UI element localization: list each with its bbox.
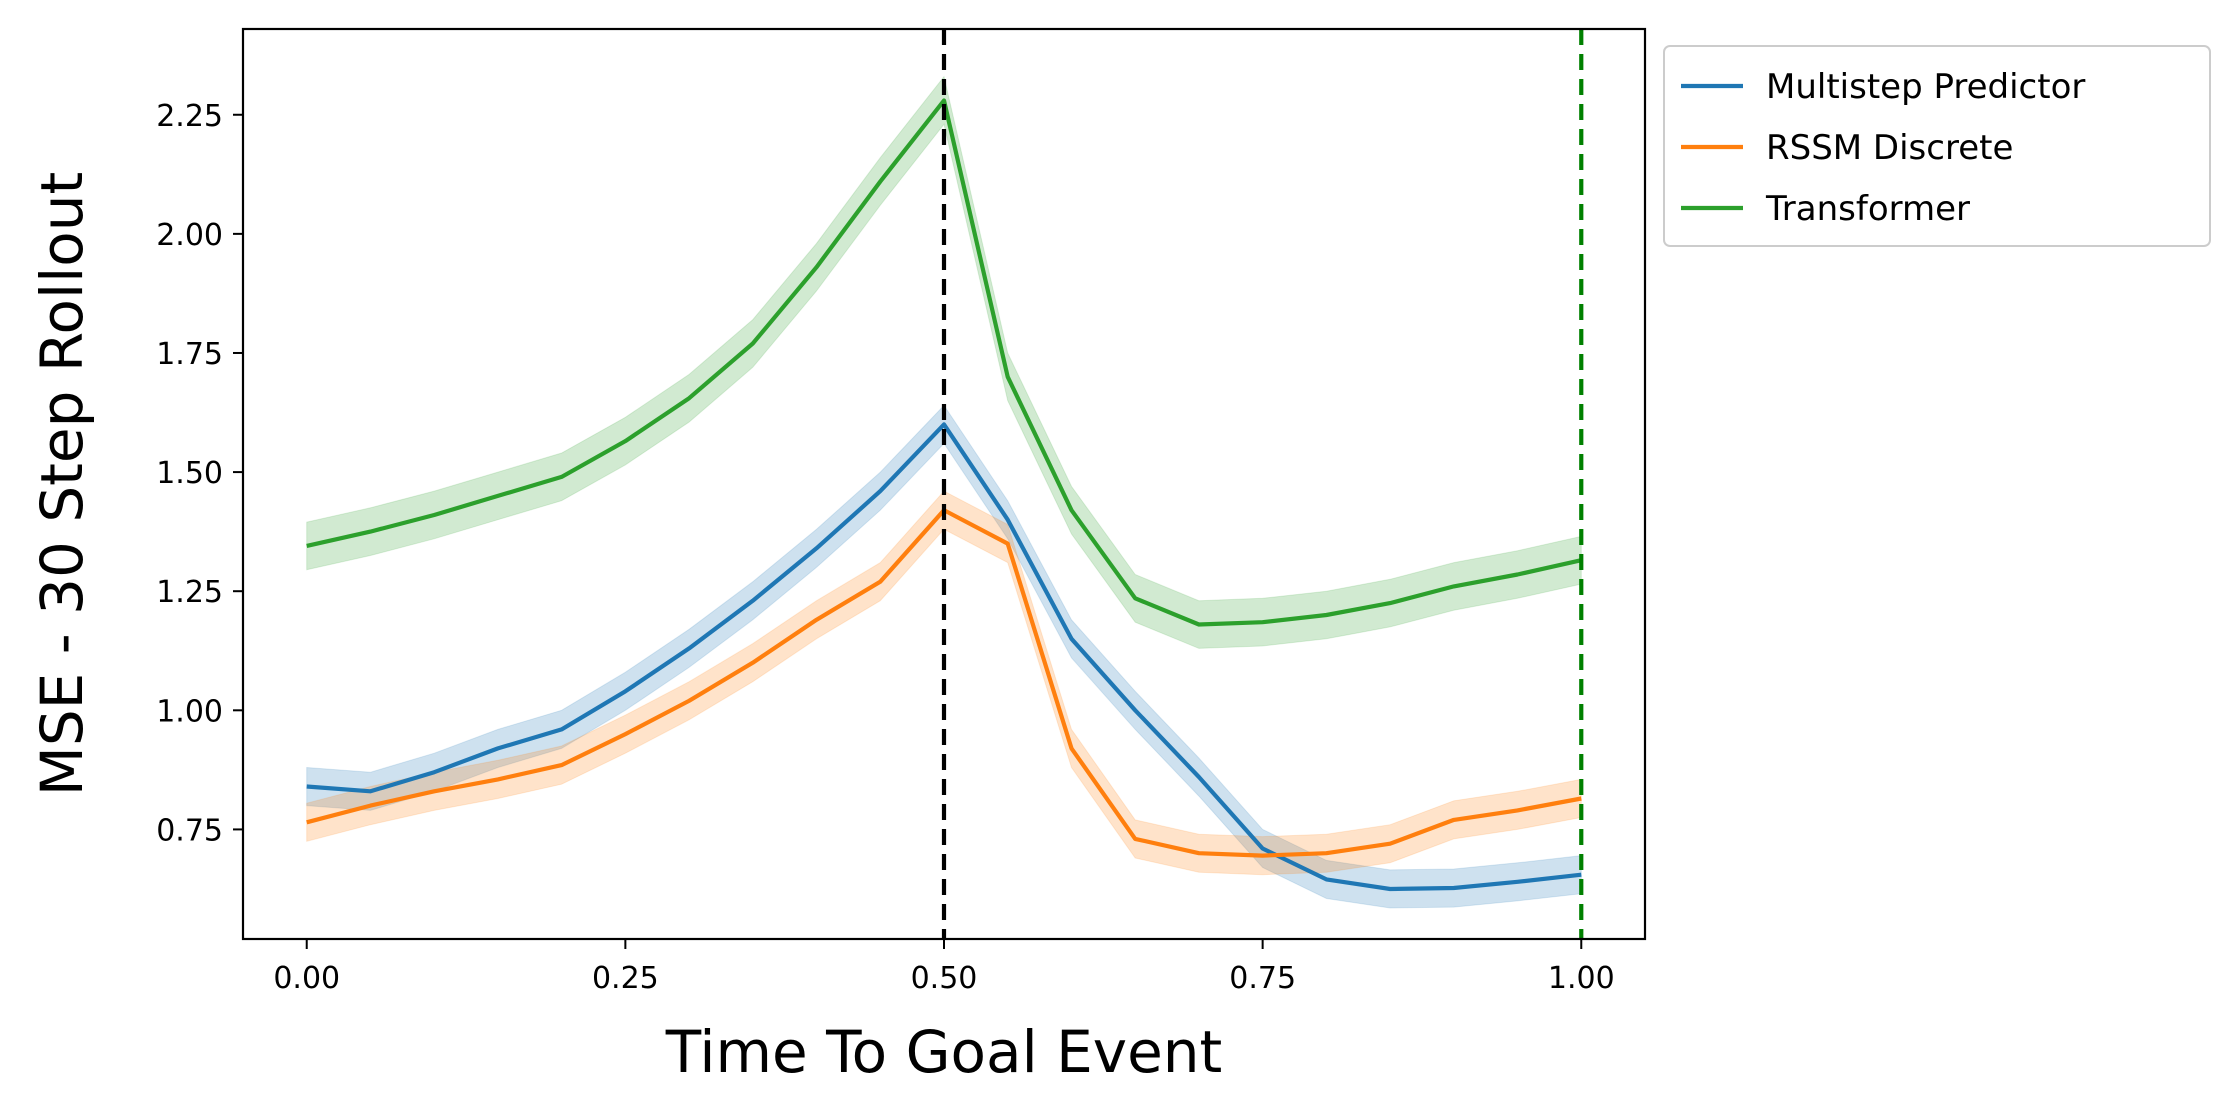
- x-axis-title: Time To Goal Event: [665, 1018, 1223, 1086]
- y-tick-label: 1.00: [156, 694, 223, 729]
- x-tick-label: 0.25: [592, 961, 659, 996]
- x-tick-label: 0.75: [1229, 961, 1296, 996]
- series-line-multistep-predictor: [306, 422, 1582, 892]
- y-tick-label: 0.75: [156, 813, 223, 848]
- y-tick-label: 2.25: [156, 99, 223, 134]
- legend-label: Multistep Predictor: [1766, 67, 2085, 107]
- y-tick-label: 2.00: [156, 218, 223, 253]
- y-tick-label: 1.50: [156, 456, 223, 491]
- legend: Multistep Predictor RSSM Discrete Transfor…: [1663, 45, 2211, 247]
- x-tick-label: 1.00: [1548, 961, 1615, 996]
- x-tick-label: 0.00: [273, 961, 340, 996]
- legend-box: [1663, 45, 2211, 247]
- y-tick-label: 1.25: [156, 575, 223, 610]
- legend-label: RSSM Discrete: [1766, 128, 2013, 168]
- y-axis-ticks: 0.75 1.00 1.25 1.50 1.75 2.00 2.25: [156, 99, 243, 848]
- series-line-transformer: [306, 98, 1582, 627]
- reference-lines: [941, 29, 1584, 939]
- y-tick-label: 1.75: [156, 337, 223, 372]
- y-axis-title: MSE - 30 Step Rollout: [28, 172, 96, 796]
- legend-label: Transformer: [1765, 189, 1970, 229]
- x-axis-ticks: 0.00 0.25 0.50 0.75 1.00: [273, 939, 1615, 996]
- x-tick-label: 0.50: [911, 961, 978, 996]
